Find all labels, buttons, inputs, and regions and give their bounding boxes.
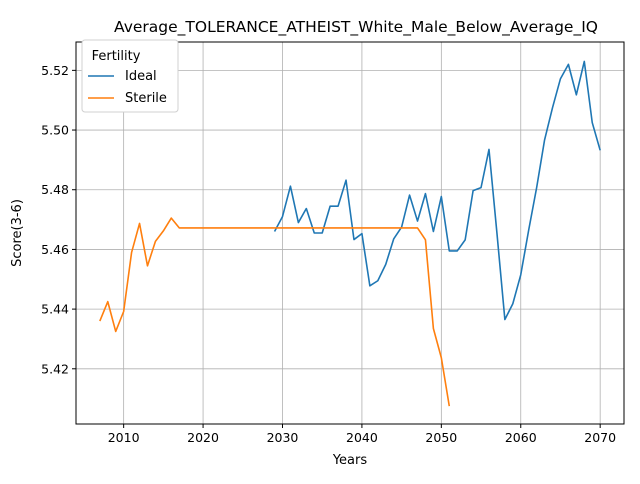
series-line-sterile bbox=[99, 217, 451, 407]
plot-frame bbox=[75, 41, 625, 425]
y-tick-label: 5.50 bbox=[41, 123, 69, 138]
y-tick-label: 5.46 bbox=[41, 242, 69, 257]
x-tick-label: 2050 bbox=[425, 430, 457, 445]
legend-label-sterile: Sterile bbox=[125, 91, 167, 106]
x-tick-label: 2010 bbox=[108, 430, 140, 445]
y-tick-label: 5.42 bbox=[41, 361, 69, 376]
y-axis-label: Score(3-6) bbox=[10, 199, 25, 267]
legend-box bbox=[81, 39, 179, 113]
series-line-ideal bbox=[273, 60, 601, 321]
y-tick-label: 5.48 bbox=[41, 182, 69, 197]
legend-title: Fertility bbox=[92, 49, 141, 64]
chart-title: Average_TOLERANCE_ATHEIST_White_Male_Bel… bbox=[114, 18, 598, 37]
grid-lines bbox=[76, 42, 624, 424]
x-tick-label: 2020 bbox=[187, 430, 219, 445]
y-tick-label: 5.52 bbox=[41, 63, 69, 78]
legend-items: Ideal Sterile bbox=[88, 69, 167, 106]
y-tick-label: 5.44 bbox=[41, 302, 69, 317]
x-axis-label: Years bbox=[332, 453, 368, 468]
series-lines bbox=[99, 60, 601, 407]
x-tick-label: 2070 bbox=[584, 430, 616, 445]
x-tick-label: 2030 bbox=[267, 430, 299, 445]
legend: Fertility Ideal Sterile bbox=[81, 39, 179, 113]
x-tick-label: 2060 bbox=[505, 430, 537, 445]
axis-ticks: 2010 2020 2030 2040 2050 2060 2070 5.42 5.44 5.46… bbox=[41, 63, 616, 445]
x-tick-label: 2040 bbox=[346, 430, 378, 445]
legend-label-ideal: Ideal bbox=[125, 69, 157, 84]
